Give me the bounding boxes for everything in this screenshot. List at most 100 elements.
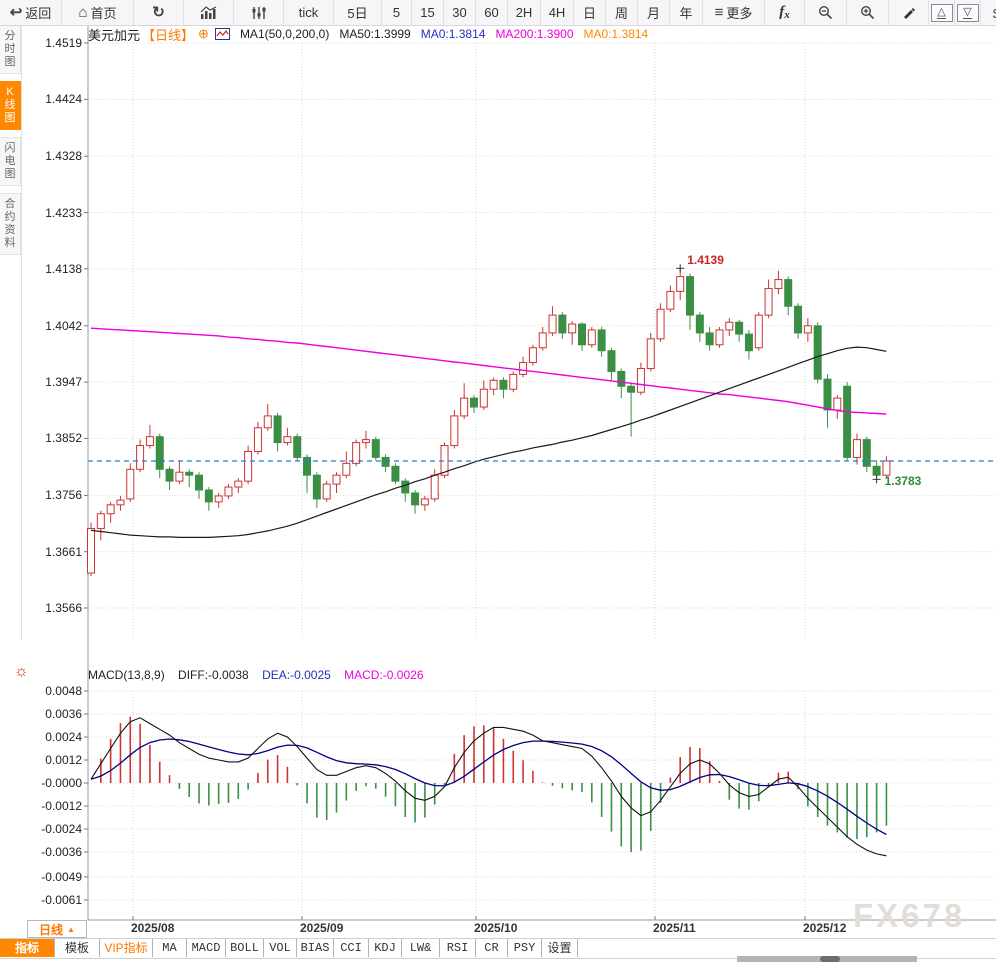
- macd-dea-value: DEA:-0.0025: [262, 668, 331, 682]
- period-30min-button[interactable]: 30: [444, 0, 476, 25]
- period-day-button-label: 日: [582, 6, 596, 21]
- period-5min-button[interactable]: 5: [382, 0, 412, 25]
- indicator-tab-macd[interactable]: MACD: [187, 939, 226, 957]
- ma200-value: MA200:1.3900: [495, 27, 574, 41]
- period-60min-button[interactable]: 60: [476, 0, 508, 25]
- sidebar-tab-1[interactable]: 分时图: [0, 25, 21, 74]
- macd-y-axis-label: -0.0012: [41, 799, 82, 813]
- horizontal-scrollbar[interactable]: [737, 956, 917, 962]
- x-axis-month-label: 2025/09: [300, 921, 344, 935]
- period-tag: 【日线】: [142, 27, 195, 43]
- back-button[interactable]: ↩ 返回: [0, 0, 62, 25]
- main-y-axis-label: 1.3947: [45, 375, 82, 390]
- x-axis-month-label: 2025/10: [474, 921, 518, 935]
- scrollbar-knob[interactable]: [820, 956, 840, 962]
- sidebar-tab-4[interactable]: 合约资料: [0, 193, 21, 255]
- indicator-tab-[interactable]: 模板: [55, 939, 100, 957]
- indicator-tab-kdj[interactable]: KDJ: [369, 939, 402, 957]
- macd-y-axis-label: 0.0036: [45, 707, 82, 721]
- macd-y-axis-label: 0.0024: [45, 730, 82, 744]
- indicator-tab-vol[interactable]: VOL: [264, 939, 297, 957]
- menu-icon: ≡: [714, 4, 724, 21]
- triangle-up-icon: △: [930, 3, 953, 22]
- main-y-axis-label: 1.4328: [45, 149, 82, 164]
- ma0-orange-value: MA0:1.3814: [583, 27, 649, 41]
- period-5day-button-label: 5日: [347, 6, 368, 21]
- macd-y-axis-label: 0.0012: [45, 753, 82, 767]
- more-button[interactable]: ≡ 更多: [703, 0, 765, 25]
- sidebar-tab-3[interactable]: 闪电图: [0, 137, 21, 186]
- triangle-down-icon: ▽: [956, 3, 979, 22]
- indicator-tab-rsi[interactable]: RSI: [440, 939, 476, 957]
- ma-settings-label: MA1(50,0,200,0): [239, 27, 330, 41]
- main-y-axis-label: 1.3756: [45, 488, 82, 503]
- period-5day-button[interactable]: 5日: [334, 0, 382, 25]
- indicator-tab-[interactable]: 设置: [542, 939, 578, 957]
- sliders-icon: [252, 6, 265, 19]
- indicator-tab-bar: 指标 模板 VIP指标 MA MACD BOLL VOL BIAS CCI KDJ LW& RSI CR…: [0, 938, 996, 959]
- period-2h-button-label: 2H: [515, 5, 533, 20]
- indicator-tab-[interactable]: 指标: [0, 939, 55, 957]
- model-button[interactable]: $模: [981, 0, 996, 25]
- triangle-down-button[interactable]: ▽: [955, 0, 981, 25]
- macd-y-axis-label: -0.0024: [41, 822, 82, 836]
- period-60min-button-label: 60: [484, 5, 499, 20]
- x-axis-month-label: 2025/12: [803, 921, 847, 935]
- chart-thumbnail-icon: [214, 27, 230, 41]
- period-month-button-label: 月: [646, 6, 660, 21]
- indicator-tab-ma[interactable]: MA: [153, 939, 187, 957]
- model-button-label: $模: [993, 3, 996, 22]
- add-indicator-icon[interactable]: ⊕: [198, 26, 209, 41]
- home-button[interactable]: ⌂ 首页: [62, 0, 134, 25]
- chevron-up-icon: ▲: [67, 924, 75, 934]
- period-15min-button-label: 15: [420, 5, 435, 20]
- period-year-button-label: 年: [679, 6, 693, 21]
- period-day-button[interactable]: 日: [574, 0, 606, 25]
- bar-chart-view-button[interactable]: [184, 0, 234, 25]
- zoom-in-button[interactable]: [847, 0, 889, 25]
- macd-legend: MACD(13,8,9) DIFF:-0.0038 DEA:-0.0025 MA…: [88, 668, 434, 682]
- macd-y-axis-label: -0.0036: [41, 845, 82, 859]
- macd-y-axis-label: -0.0049: [41, 869, 82, 884]
- more-button-label: 更多: [726, 6, 753, 21]
- indicator-tab-lw[interactable]: LW&: [402, 939, 440, 957]
- home-button-label: 首页: [90, 6, 117, 21]
- indicator-tuner-button[interactable]: [234, 0, 284, 25]
- indicator-tab-vip[interactable]: VIP指标: [100, 939, 153, 957]
- tick-period-button[interactable]: tick: [284, 0, 334, 25]
- draw-button[interactable]: [889, 0, 929, 25]
- pencil-icon: [904, 8, 915, 19]
- macd-y-axis-label: -0.0000: [41, 776, 82, 790]
- period-2h-button[interactable]: 2H: [508, 0, 541, 25]
- bar-chart-icon: [200, 5, 217, 19]
- chart-title-bar: 美元加元 【日线】 ⊕ MA1(50,0,200,0) MA50:1.3999 …: [88, 26, 658, 43]
- indicator-tab-cr[interactable]: CR: [476, 939, 508, 957]
- back-button-label: 返回: [25, 6, 52, 21]
- low-price-annotation: 1.3783: [884, 474, 922, 489]
- zoom-out-button[interactable]: [805, 0, 847, 25]
- period-4h-button[interactable]: 4H: [541, 0, 574, 25]
- indicator-tab-bias[interactable]: BIAS: [297, 939, 334, 957]
- settings-sun-icon[interactable]: ☼: [14, 663, 29, 680]
- main-y-axis-label: 1.4233: [45, 205, 82, 220]
- macd-title: MACD(13,8,9): [88, 668, 165, 682]
- indicator-tab-psy[interactable]: PSY: [508, 939, 542, 957]
- refresh-button[interactable]: ↻: [134, 0, 184, 25]
- period-month-button[interactable]: 月: [638, 0, 670, 25]
- period-15min-button[interactable]: 15: [412, 0, 444, 25]
- indicator-tab-cci[interactable]: CCI: [334, 939, 369, 957]
- period-year-button[interactable]: 年: [670, 0, 703, 25]
- main-y-axis-label: 1.4519: [45, 36, 82, 50]
- period-week-button[interactable]: 周: [606, 0, 638, 25]
- ma50-value: MA50:1.3999: [339, 27, 411, 41]
- fx-indicator-button[interactable]: fx: [765, 0, 805, 25]
- home-icon: ⌂: [78, 4, 88, 21]
- indicator-tab-boll[interactable]: BOLL: [226, 939, 264, 957]
- tick-period-button-label: tick: [298, 5, 319, 20]
- period-selector-button[interactable]: 日线 ▲: [27, 920, 87, 938]
- triangle-up-button[interactable]: △: [929, 0, 955, 25]
